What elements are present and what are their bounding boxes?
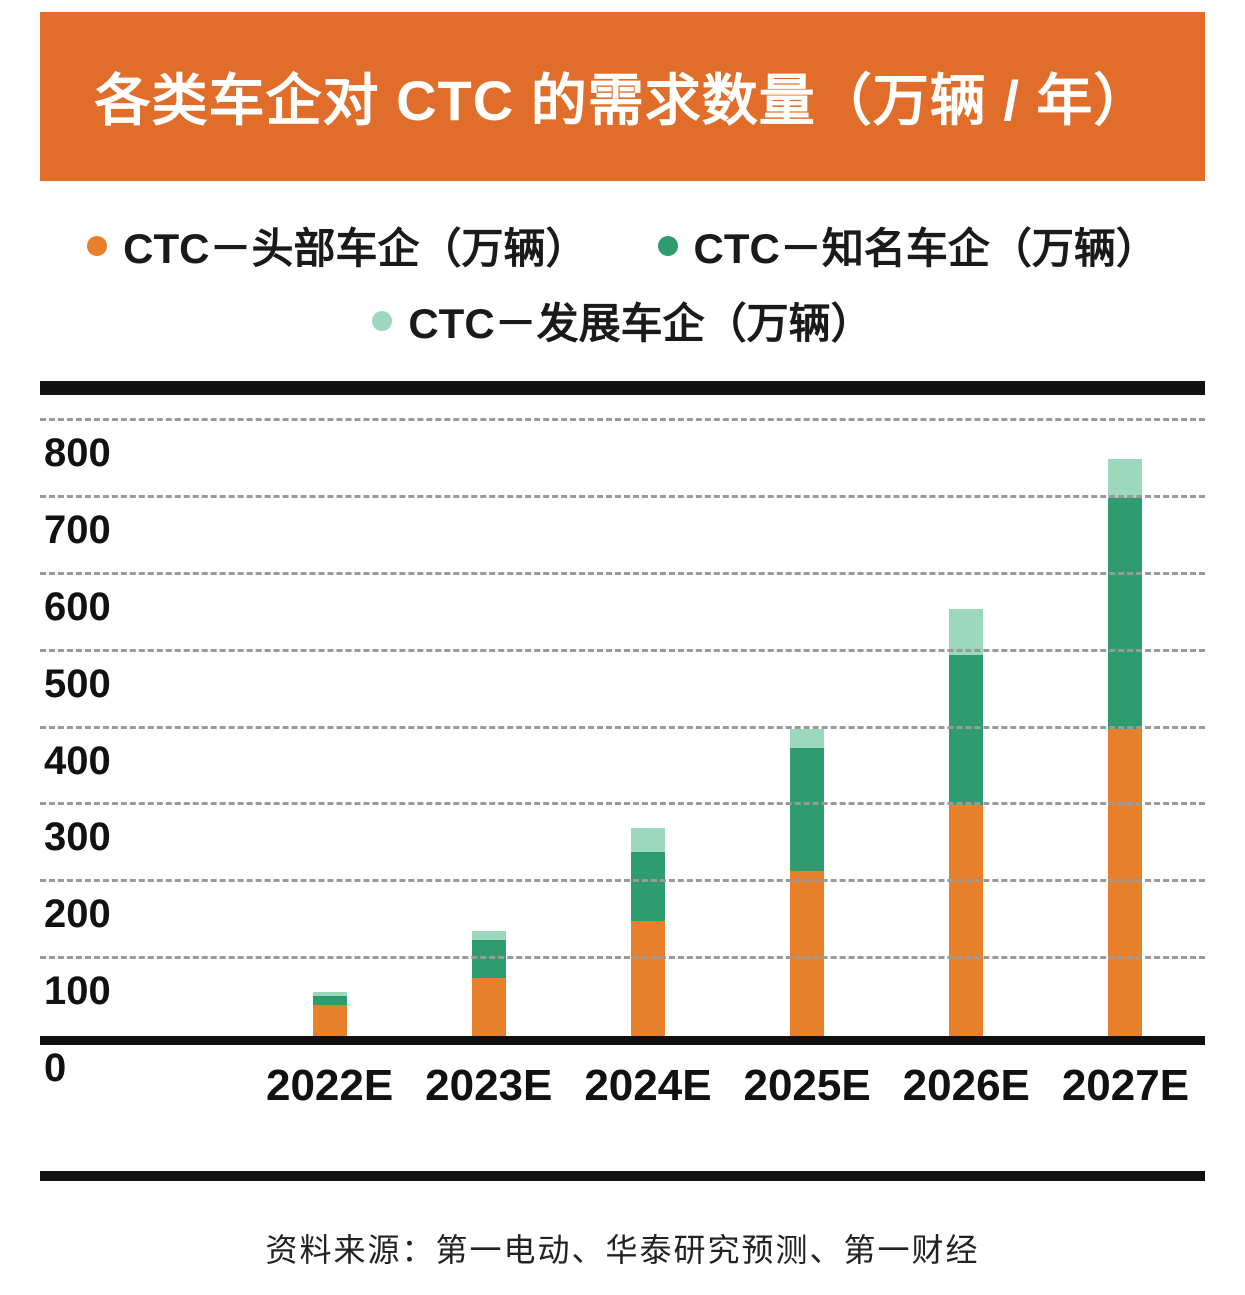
bar-column-2022E xyxy=(250,395,409,1036)
bars-area xyxy=(250,395,1205,1036)
gridline-400 xyxy=(40,725,1205,729)
legend-bullet-head-icon xyxy=(87,235,108,256)
legend-bullet-developing-icon xyxy=(372,310,393,331)
gridline-500 xyxy=(40,648,1205,652)
legend: CTC－头部车企（万辆） CTC－知名车企（万辆） CTC－发展车企（万辆） xyxy=(0,215,1245,351)
y-tick-label-500: 500 xyxy=(44,661,111,706)
y-tick-label-100: 100 xyxy=(44,969,111,1014)
x-axis-labels: 2022E 2023E 2024E 2025E 2026E 2027E xyxy=(250,1061,1205,1111)
x-tick-label-2025E: 2025E xyxy=(743,1061,871,1110)
bar-segment-2027E-s2 xyxy=(1108,459,1143,498)
legend-item-known: CTC－知名车企（万辆） xyxy=(657,215,1158,276)
top-divider xyxy=(40,381,1205,395)
legend-row-2: CTC－发展车企（万辆） xyxy=(0,290,1245,351)
bar-segment-2022E-s1 xyxy=(312,996,347,1006)
bar-segment-2023E-s2 xyxy=(471,930,506,940)
gridline-600 xyxy=(40,571,1205,575)
y-tick-label-400: 400 xyxy=(44,738,111,783)
bar-column-2026E xyxy=(887,395,1046,1036)
bottom-divider xyxy=(40,1171,1205,1181)
x-tick-label-2027E: 2027E xyxy=(1061,1061,1190,1110)
y-tick-label-300: 300 xyxy=(44,815,111,860)
bar-segment-2026E-s2 xyxy=(949,609,984,656)
gridline-300 xyxy=(40,802,1205,806)
bar-column-2025E xyxy=(728,395,887,1036)
bar-segment-2022E-s2 xyxy=(312,992,347,997)
bar-column-2024E xyxy=(568,395,727,1036)
y-tick-label-600: 600 xyxy=(44,584,111,629)
legend-label-developing: CTC－发展车企（万辆） xyxy=(408,300,873,347)
x-tick-label-2022E: 2022E xyxy=(265,1061,394,1110)
y-tick-label-700: 700 xyxy=(44,507,111,552)
gridline-700 xyxy=(40,494,1205,498)
y-tick-label-800: 800 xyxy=(44,431,111,475)
bar-segment-2026E-s1 xyxy=(949,655,984,806)
bar-segment-2025E-s2 xyxy=(790,728,825,748)
bar-column-2027E xyxy=(1046,395,1205,1036)
legend-label-known: CTC－知名车企（万辆） xyxy=(693,225,1158,272)
x-axis-baseline xyxy=(40,1036,1205,1045)
x-tick-label-2026E: 2026E xyxy=(902,1061,1030,1110)
legend-item-developing: CTC－发展车企（万辆） xyxy=(372,290,873,351)
legend-bullet-known-icon xyxy=(657,235,678,256)
legend-label-head: CTC－头部车企（万辆） xyxy=(123,225,588,272)
gridline-200 xyxy=(40,879,1205,883)
bar-segment-2025E-s1 xyxy=(790,747,825,871)
source-note: 资料来源：第一电动、华泰研究预测、第一财经 xyxy=(265,1232,980,1268)
legend-item-head: CTC－头部车企（万辆） xyxy=(87,215,588,276)
bar-segment-2027E-s1 xyxy=(1108,497,1143,729)
bar-segment-2024E-s2 xyxy=(630,828,665,852)
legend-row-1: CTC－头部车企（万辆） CTC－知名车企（万辆） xyxy=(0,215,1245,276)
bar-segment-2023E-s1 xyxy=(471,939,506,979)
gridline-100 xyxy=(40,956,1205,960)
chart: 0 100 200 300 400 500 600 700 800 xyxy=(40,395,1205,1090)
bar-segment-2024E-s1 xyxy=(630,851,665,921)
y-tick-label-0: 0 xyxy=(44,1046,67,1090)
bar-column-2023E xyxy=(409,395,568,1036)
y-tick-label-200: 200 xyxy=(44,892,111,937)
chart-title-banner: 各类车企对 CTC 的需求数量（万辆 / 年） xyxy=(40,12,1205,181)
bar-segment-2024E-s0 xyxy=(630,920,665,1036)
bar-segment-2027E-s0 xyxy=(1108,728,1143,1036)
gridline-800 xyxy=(40,418,1205,421)
chart-title: 各类车企对 CTC 的需求数量（万辆 / 年） xyxy=(94,69,1151,132)
bar-segment-2023E-s0 xyxy=(471,978,506,1036)
bar-segment-2026E-s0 xyxy=(949,805,984,1036)
x-tick-label-2024E: 2024E xyxy=(584,1061,712,1110)
x-tick-label-2023E: 2023E xyxy=(425,1061,553,1110)
bar-segment-2025E-s0 xyxy=(790,870,825,1036)
bar-segment-2022E-s0 xyxy=(312,1005,347,1036)
